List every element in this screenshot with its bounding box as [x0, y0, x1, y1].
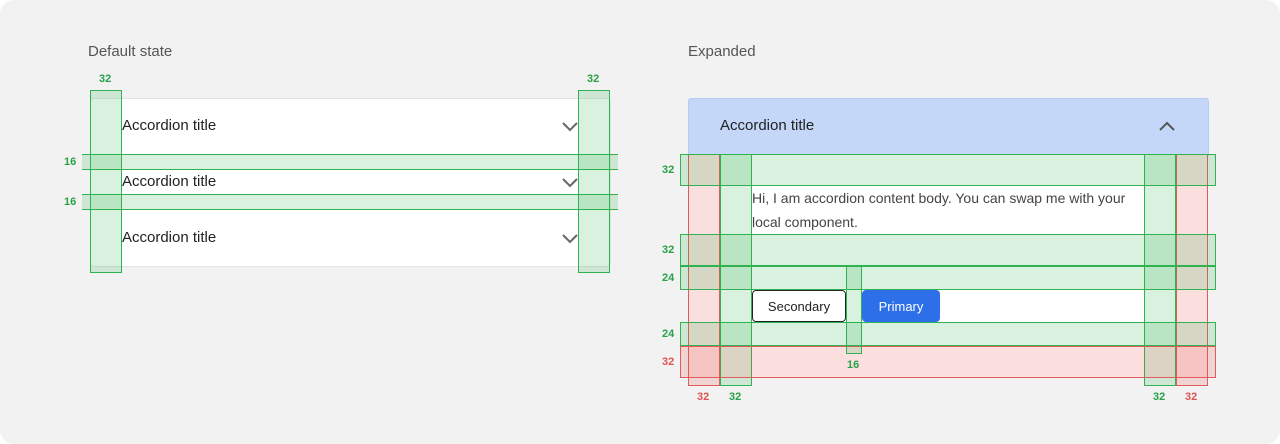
bottom-padding-band — [680, 346, 1216, 378]
gap-band-2 — [82, 194, 618, 210]
accordion-group — [90, 98, 611, 267]
inner-left-padding-band — [720, 154, 752, 386]
dim-top-padding: 32 — [662, 164, 675, 176]
top-padding-band — [680, 154, 1216, 186]
accordion-title-2[interactable]: Accordion title — [122, 173, 217, 190]
secondary-button[interactable]: Secondary — [752, 290, 846, 322]
dim-inner-right: 32 — [1153, 391, 1166, 403]
dim-inner-left: 32 — [729, 391, 742, 403]
outer-left-padding-band — [688, 154, 720, 386]
expanded-heading: Expanded — [688, 43, 756, 60]
dim-after-buttons: 24 — [662, 328, 675, 340]
inner-right-padding-band — [1144, 154, 1176, 386]
expanded-accordion-title: Accordion title — [720, 117, 815, 134]
outer-right-padding-band — [1176, 154, 1208, 386]
accordion-body-text: Hi, I am accordion content body. You can… — [752, 190, 1126, 230]
before-buttons-band — [680, 266, 1216, 290]
dim-gap-2: 16 — [64, 196, 77, 208]
button-gap-band — [846, 266, 862, 354]
accordion-title-3[interactable]: Accordion title — [122, 229, 217, 246]
chevron-down-icon[interactable] — [561, 232, 579, 244]
gap-line — [82, 209, 618, 210]
dim-outer-right: 32 — [1185, 391, 1198, 403]
gap-line — [82, 154, 618, 155]
dim-right-padding: 32 — [587, 73, 600, 85]
dim-button-gap: 16 — [847, 359, 860, 371]
gap-line — [82, 194, 618, 195]
dim-left-padding: 32 — [99, 73, 112, 85]
dim-after-body: 32 — [662, 244, 675, 256]
dim-before-buttons: 24 — [662, 272, 675, 284]
gap-line — [82, 169, 618, 170]
right-padding-band — [578, 90, 610, 273]
primary-button[interactable]: Primary — [862, 290, 940, 322]
after-body-band — [680, 234, 1216, 266]
chevron-down-icon[interactable] — [561, 176, 579, 188]
dim-bottom-padding: 32 — [662, 356, 675, 368]
chevron-up-icon[interactable] — [1158, 120, 1176, 132]
gap-band-1 — [82, 154, 618, 170]
after-buttons-band — [680, 322, 1216, 346]
accordion-title-1[interactable]: Accordion title — [122, 117, 217, 134]
dim-outer-left: 32 — [697, 391, 710, 403]
left-padding-band — [90, 90, 122, 273]
chevron-down-icon[interactable] — [561, 120, 579, 132]
dim-gap-1: 16 — [64, 156, 77, 168]
accordion-header-expanded[interactable] — [688, 98, 1209, 156]
default-state-heading: Default state — [88, 43, 173, 60]
